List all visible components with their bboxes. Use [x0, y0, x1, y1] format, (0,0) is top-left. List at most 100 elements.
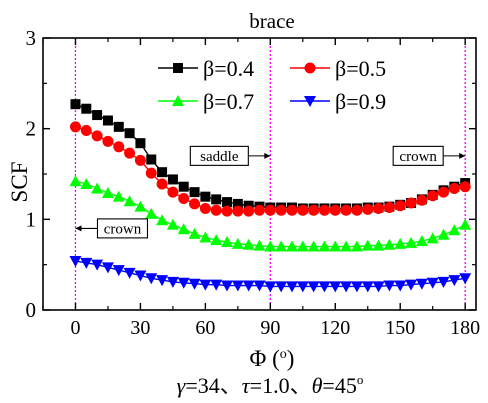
data-point-0-6 — [135, 138, 146, 149]
data-point-1-23 — [318, 204, 330, 216]
data-point-1-20 — [286, 204, 298, 216]
data-point-1-32 — [416, 194, 428, 206]
data-point-3-12 — [199, 279, 212, 291]
data-point-2-26 — [350, 240, 363, 252]
reference-lines — [74, 38, 466, 310]
legend: β=0.4 β=0.5 β=0.7 β=0.9 — [158, 56, 386, 114]
data-point-2-29 — [383, 238, 396, 250]
data-point-1-27 — [362, 203, 374, 215]
data-point-0-2 — [92, 110, 103, 121]
data-point-2-20 — [285, 240, 298, 252]
data-point-2-3 — [101, 187, 114, 199]
legend-label: β=0.7 — [203, 89, 254, 114]
x-tick-label-180: 180 — [450, 317, 480, 339]
data-point-2-25 — [340, 240, 353, 252]
data-point-2-17 — [253, 239, 266, 251]
data-point-1-2 — [91, 130, 103, 142]
y-tick-label-3: 3 — [26, 26, 37, 50]
legend-marker — [172, 95, 184, 106]
legend-item-0: β=0.4 — [158, 56, 254, 81]
data-point-1-22 — [308, 204, 320, 216]
data-point-1-4 — [113, 141, 125, 153]
data-point-1-30 — [394, 200, 406, 212]
data-point-3-17 — [253, 280, 266, 292]
legend-label: β=0.9 — [335, 89, 386, 114]
data-point-1-21 — [297, 204, 309, 216]
data-point-3-24 — [329, 281, 342, 293]
data-point-2-14 — [221, 236, 234, 247]
data-point-2-33 — [426, 232, 439, 244]
x-tick-label-120: 120 — [320, 317, 350, 339]
data-point-2-13 — [210, 234, 223, 246]
data-point-1-9 — [167, 186, 179, 198]
data-point-3-14 — [221, 280, 234, 292]
annotation-arrowhead — [75, 225, 82, 232]
data-point-0-9 — [167, 174, 178, 185]
data-point-0-4 — [113, 121, 124, 132]
data-point-2-6 — [134, 200, 147, 212]
data-point-3-11 — [188, 278, 201, 290]
data-point-3-6 — [134, 270, 147, 282]
data-point-3-9 — [166, 276, 179, 288]
annotation-label: crown — [399, 149, 437, 165]
data-point-3-1 — [80, 257, 93, 269]
axes: 0 30 60 90 120 150 180 0 1 2 3 — [26, 26, 481, 339]
data-point-0-0 — [70, 99, 81, 110]
data-point-1-6 — [134, 154, 146, 166]
data-point-2-19 — [275, 240, 288, 252]
data-point-2-21 — [296, 240, 309, 252]
data-point-3-2 — [91, 259, 104, 271]
data-point-0-15 — [232, 198, 243, 209]
data-point-3-4 — [112, 265, 125, 277]
data-point-3-18 — [264, 281, 277, 293]
data-point-1-25 — [340, 204, 352, 216]
data-point-3-34 — [437, 276, 450, 288]
data-point-2-0 — [69, 175, 82, 187]
annotation-crown-1: crown — [392, 145, 466, 166]
data-point-1-35 — [448, 183, 460, 195]
data-point-1-8 — [156, 178, 168, 190]
y-tick-label-2: 2 — [26, 117, 37, 141]
data-point-1-29 — [383, 202, 395, 214]
data-point-2-1 — [80, 177, 93, 189]
data-point-0-14 — [222, 197, 233, 208]
data-point-3-21 — [296, 281, 309, 293]
data-point-1-15 — [232, 205, 244, 217]
data-point-1-18 — [264, 204, 276, 216]
data-point-2-5 — [123, 195, 136, 207]
data-point-3-16 — [242, 280, 255, 292]
legend-item-1: β=0.5 — [290, 56, 386, 81]
data-point-1-24 — [329, 204, 341, 216]
data-point-0-3 — [102, 115, 113, 126]
data-point-1-26 — [351, 204, 363, 216]
data-point-1-7 — [145, 167, 157, 179]
data-point-2-15 — [231, 237, 244, 249]
data-point-0-12 — [200, 191, 211, 202]
data-point-2-34 — [437, 228, 450, 240]
data-point-2-11 — [188, 227, 201, 239]
data-point-1-28 — [373, 202, 385, 214]
data-point-3-19 — [275, 281, 288, 293]
data-point-0-11 — [189, 187, 200, 198]
x-tick-label-0: 0 — [70, 317, 80, 339]
data-point-2-28 — [372, 239, 385, 251]
chart-title: brace — [249, 9, 294, 33]
data-point-2-4 — [112, 190, 125, 202]
data-point-3-26 — [350, 281, 363, 293]
annotation-arrowhead — [459, 152, 466, 159]
y-tick-label-0: 0 — [26, 298, 37, 322]
data-point-2-18 — [264, 240, 277, 252]
annotation-saddle-0: saddle — [189, 145, 271, 166]
data-point-2-30 — [394, 237, 407, 249]
data-point-3-35 — [448, 275, 461, 287]
data-point-1-3 — [102, 135, 114, 147]
data-point-3-28 — [372, 281, 385, 293]
data-point-2-9 — [166, 218, 179, 230]
data-point-2-35 — [448, 224, 461, 236]
legend-label: β=0.4 — [203, 56, 254, 81]
data-point-1-19 — [275, 204, 287, 216]
data-point-1-33 — [427, 190, 439, 202]
annotation-crown-2: crown — [75, 218, 149, 239]
x-axis-label-text: Φ (o) — [250, 346, 295, 371]
